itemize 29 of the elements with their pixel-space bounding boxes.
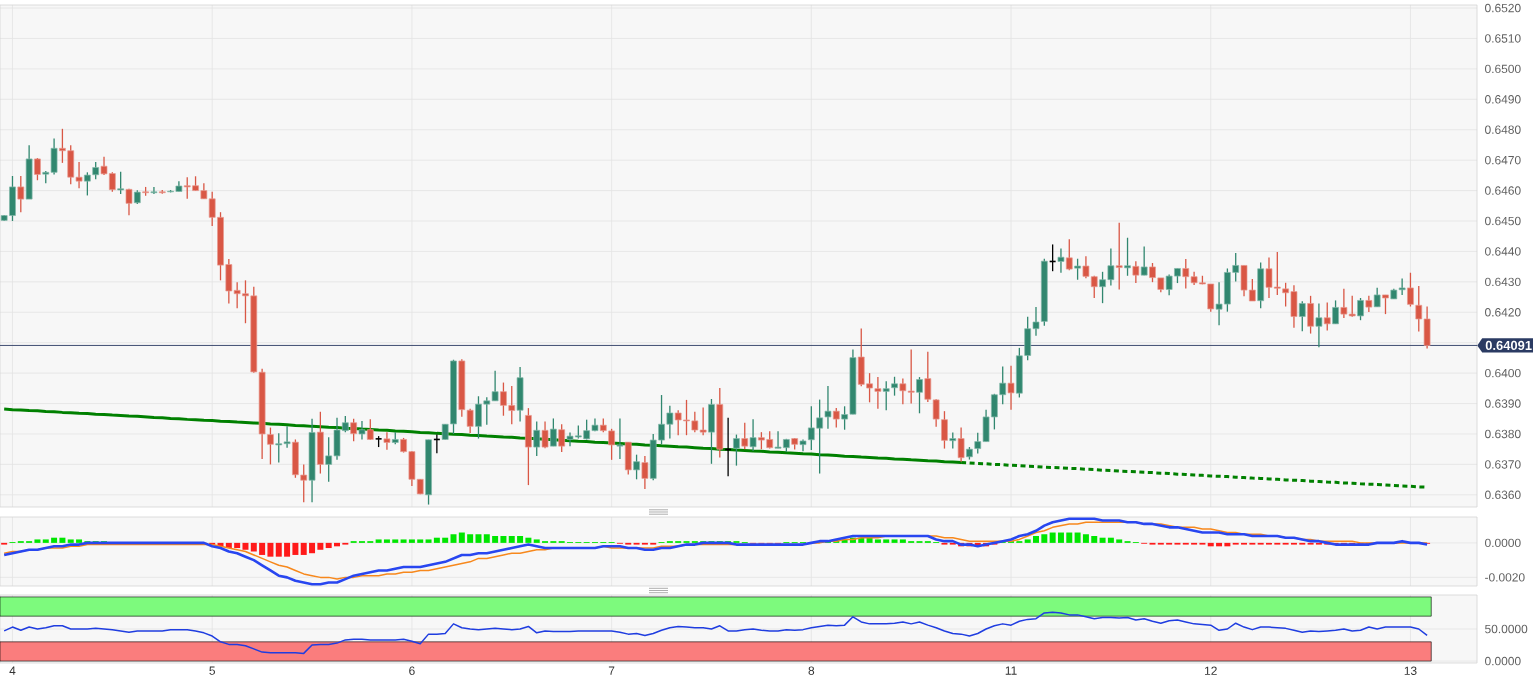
y-tick-label: 50.0000 [1485,624,1528,634]
x-tick-label: 11 [1005,666,1017,675]
y-tick-label: 0.6460 [1485,186,1521,195]
y-tick-label: 0.6470 [1485,155,1521,165]
ref-line-label: 0.64091 [1485,340,1532,351]
y-tick-label: 0.6520 [1485,3,1521,13]
x-tick-label: 12 [1205,666,1217,675]
y-tick-label: 0.6440 [1485,247,1521,256]
y-tick-label: 0.6430 [1485,277,1521,287]
y-tick-label: 0.0000 [1485,656,1521,666]
y-tick-label: -0.0020 [1485,573,1525,582]
x-tick-label: 7 [608,666,615,675]
x-tick-label: 8 [808,666,815,675]
y-tick-label: 0.6450 [1485,216,1521,226]
x-tick-label: 4 [9,666,16,675]
y-tick-label: 0.6420 [1485,308,1521,317]
y-tick-label: 0.6500 [1485,64,1521,74]
x-tick-label: 5 [209,666,216,675]
y-tick-label: 0.6360 [1485,490,1521,500]
y-tick-label: 0.0000 [1485,538,1521,548]
y-tick-label: 0.6370 [1485,460,1521,469]
y-tick-label: 0.6490 [1485,95,1521,104]
y-tick-label: 0.6390 [1485,399,1521,408]
x-tick-label: 6 [409,666,415,675]
y-tick-label: 0.6380 [1485,429,1521,439]
y-tick-label: 0.6400 [1485,368,1521,378]
y-tick-label: 0.6510 [1485,34,1521,43]
y-tick-label: 0.6480 [1485,125,1521,134]
x-tick-label: 13 [1404,666,1417,675]
